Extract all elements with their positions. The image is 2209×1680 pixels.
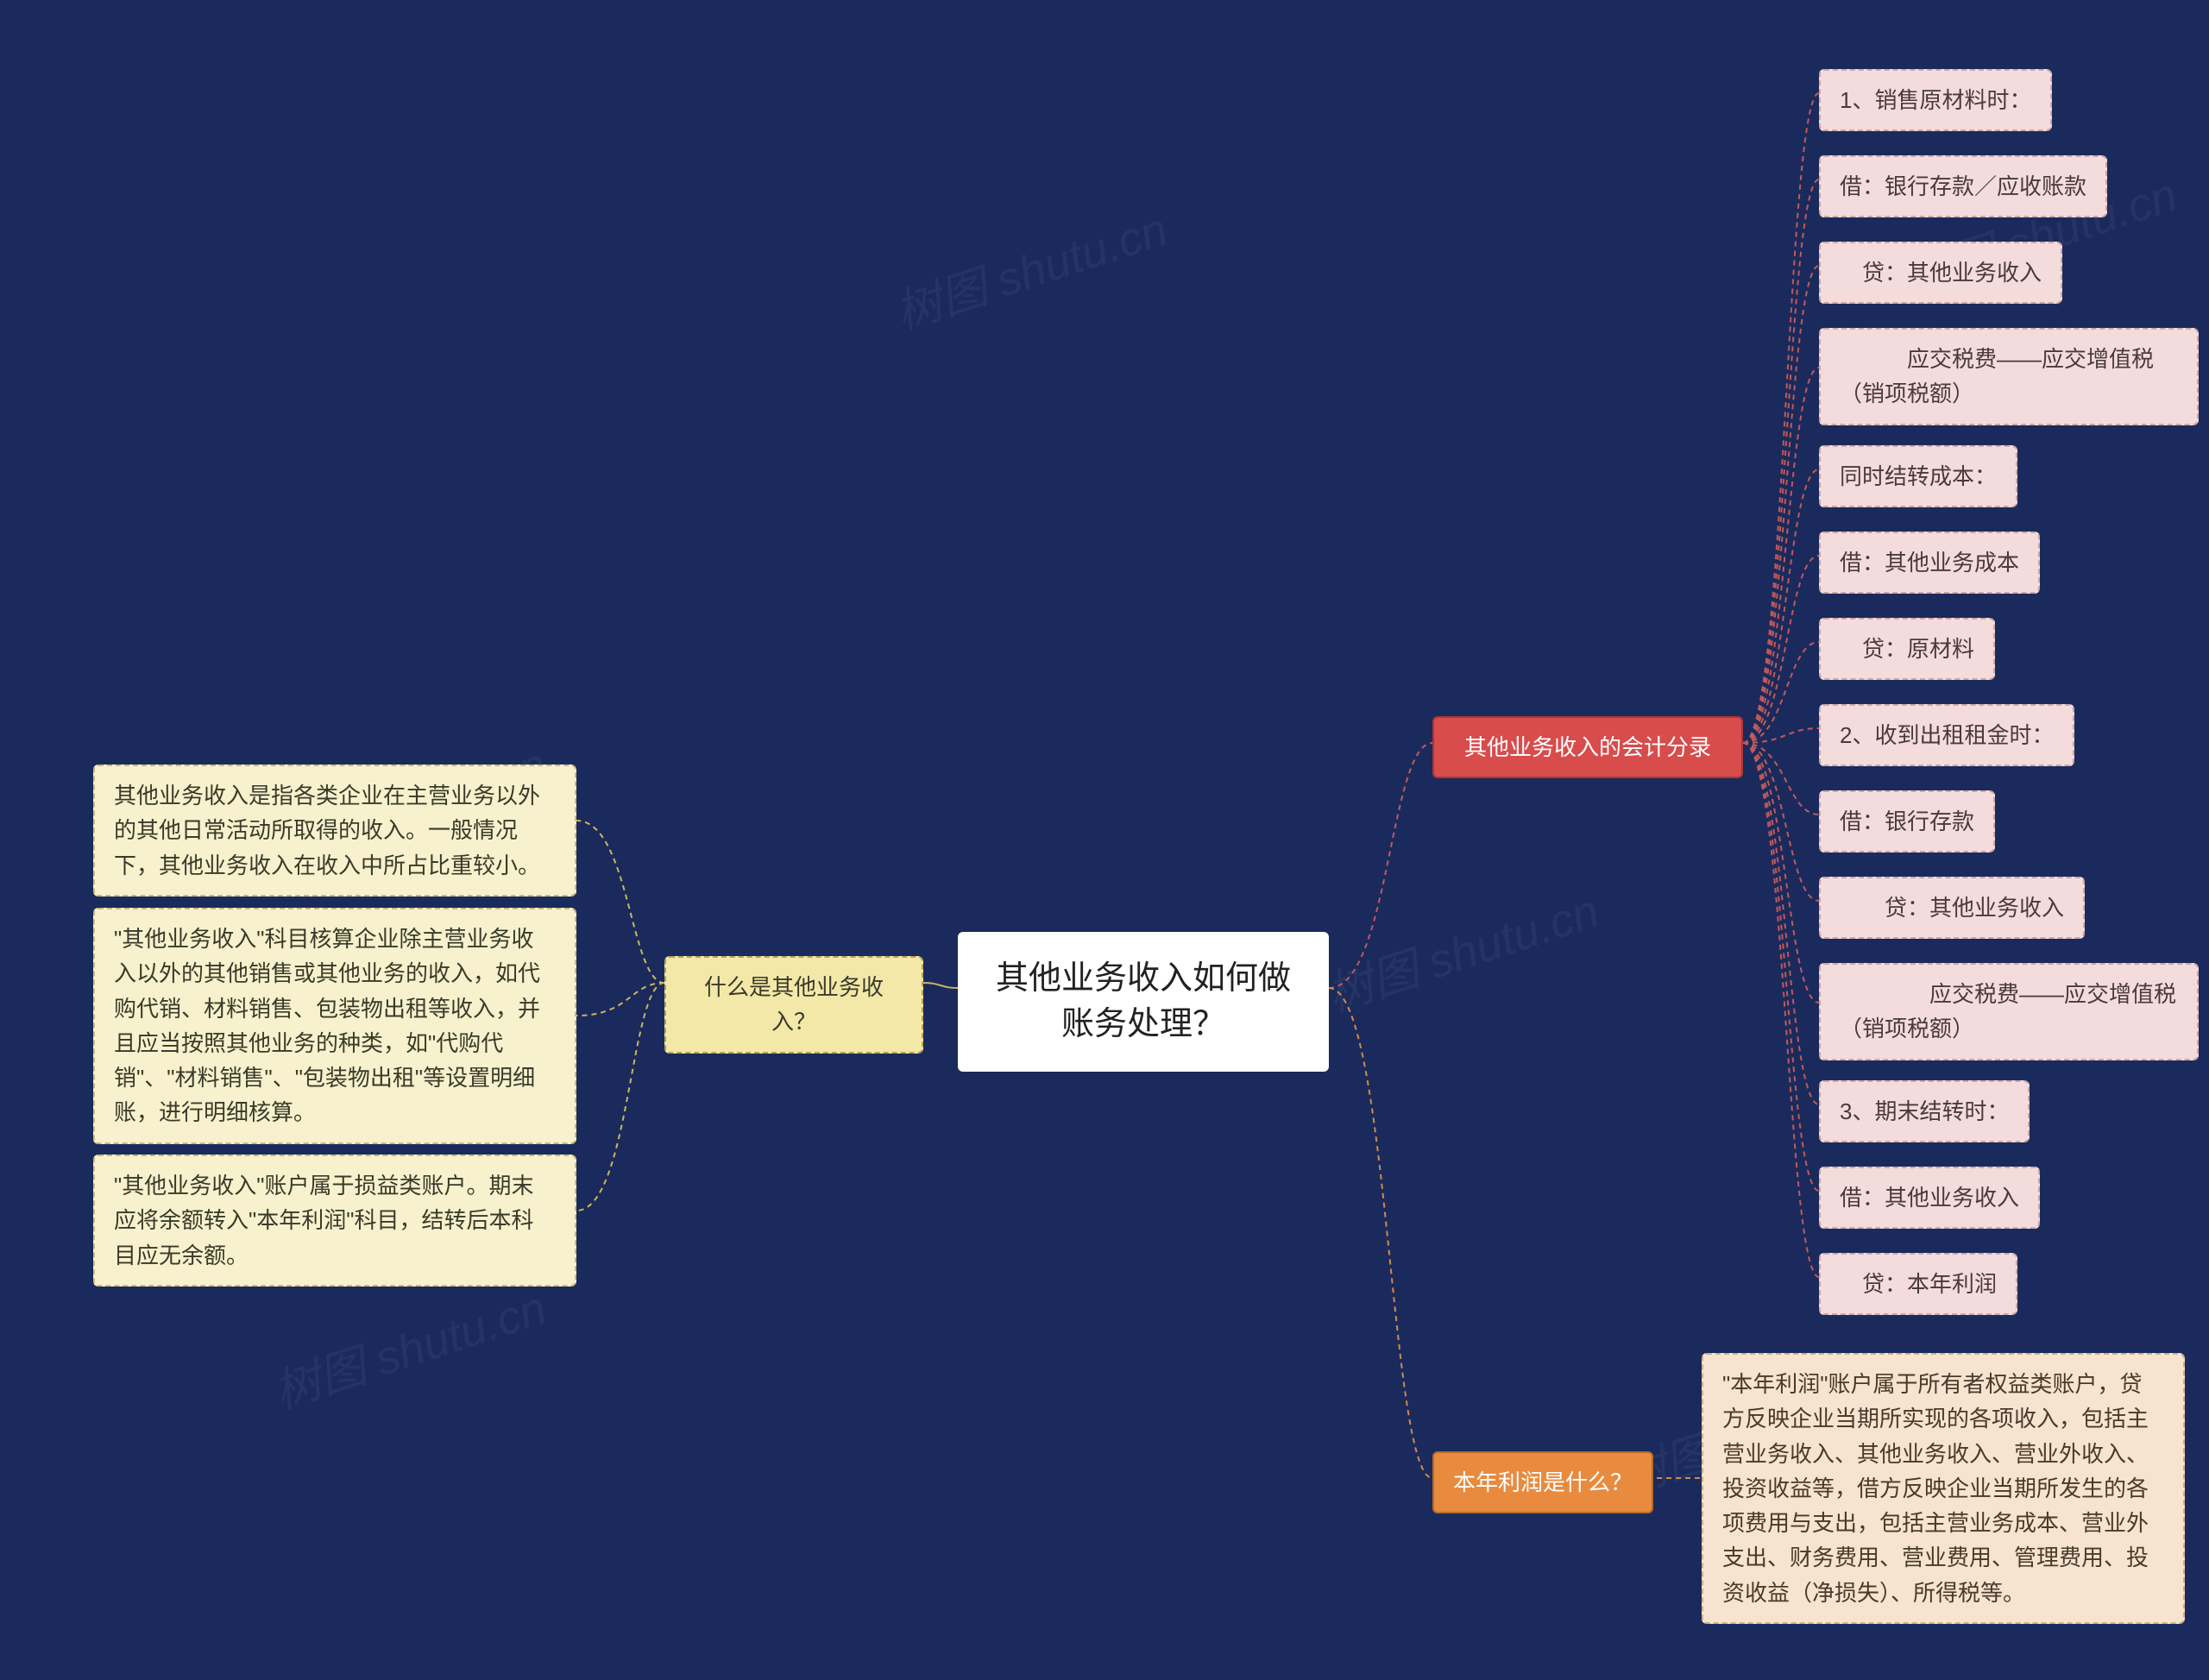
leaf-text: 贷：其他业务收入	[1840, 895, 2064, 921]
leaf-text: 2、收到出租租金时：	[1840, 722, 2054, 748]
branch-profit[interactable]: 本年利润是什么？	[1432, 1451, 1653, 1513]
watermark: 树图 shutu.cn	[264, 1269, 554, 1421]
leaf-entry-5[interactable]: 借：其他业务成本	[1819, 532, 2040, 594]
leaf-text: 其他业务收入是指各类企业在主营业务以外的其他日常活动所取得的收入。一般情况下，其…	[114, 783, 540, 878]
leaf-text: 借：银行存款／应收账款	[1840, 173, 2086, 199]
leaf-entry-12[interactable]: 借：其他业务收入	[1819, 1167, 2040, 1229]
root-label: 其他业务收入如何做账务处理？	[996, 960, 1291, 1042]
leaf-text: 贷：其他业务收入	[1840, 260, 2042, 286]
leaf-what-is-0[interactable]: 其他业务收入是指各类企业在主营业务以外的其他日常活动所取得的收入。一般情况下，其…	[93, 764, 576, 897]
branch-entries[interactable]: 其他业务收入的会计分录	[1432, 716, 1743, 778]
leaf-entry-0[interactable]: 1、销售原材料时：	[1819, 69, 2052, 131]
watermark: 树图 shutu.cn	[885, 191, 1175, 343]
leaf-what-is-2[interactable]: "其他业务收入"账户属于损益类账户。期末应将余额转入"本年利润"科目，结转后本科…	[93, 1155, 576, 1287]
leaf-text: 借：银行存款	[1840, 809, 1974, 834]
leaf-entry-10[interactable]: 应交税费——应交增值税（销项税额）	[1819, 963, 2199, 1060]
leaf-entry-6[interactable]: 贷：原材料	[1819, 618, 1995, 680]
leaf-entry-9[interactable]: 贷：其他业务收入	[1819, 877, 2085, 939]
leaf-entry-13[interactable]: 贷：本年利润	[1819, 1253, 2017, 1315]
branch-what-is[interactable]: 什么是其他业务收入？	[664, 956, 923, 1054]
leaf-text: 贷：本年利润	[1840, 1271, 1997, 1297]
leaf-text: "本年利润"账户属于所有者权益类账户，贷方反映企业当期所实现的各项收入，包括主营…	[1722, 1371, 2149, 1606]
leaf-text: "其他业务收入"账户属于损益类账户。期末应将余额转入"本年利润"科目，结转后本科…	[114, 1173, 533, 1268]
leaf-entry-7[interactable]: 2、收到出租租金时：	[1819, 704, 2074, 766]
leaf-entry-3[interactable]: 应交税费——应交增值税（销项税额）	[1819, 328, 2199, 425]
leaf-entry-11[interactable]: 3、期末结转时：	[1819, 1080, 2030, 1142]
leaf-what-is-1[interactable]: "其他业务收入"科目核算企业除主营业务收入以外的其他销售或其他业务的收入，如代购…	[93, 908, 576, 1144]
watermark: 树图 shutu.cn	[1317, 872, 1607, 1024]
leaf-text: "其他业务收入"科目核算企业除主营业务收入以外的其他销售或其他业务的收入，如代购…	[114, 926, 540, 1125]
leaf-entry-8[interactable]: 借：银行存款	[1819, 790, 1995, 853]
leaf-text: 3、期末结转时：	[1840, 1098, 2009, 1124]
leaf-text: 同时结转成本：	[1840, 463, 1997, 489]
leaf-text: 应交税费——应交增值税（销项税额）	[1840, 346, 2154, 406]
leaf-text: 1、销售原材料时：	[1840, 87, 2031, 113]
leaf-text: 贷：原材料	[1840, 636, 1974, 662]
branch-label: 什么是其他业务收入？	[704, 974, 884, 1035]
leaf-profit-0[interactable]: "本年利润"账户属于所有者权益类账户，贷方反映企业当期所实现的各项收入，包括主营…	[1702, 1353, 2185, 1624]
leaf-text: 借：其他业务成本	[1840, 550, 2019, 576]
leaf-entry-4[interactable]: 同时结转成本：	[1819, 445, 2017, 507]
branch-label: 其他业务收入的会计分录	[1464, 734, 1711, 760]
leaf-text: 借：其他业务收入	[1840, 1185, 2019, 1211]
leaf-entry-1[interactable]: 借：银行存款／应收账款	[1819, 155, 2107, 217]
branch-label: 本年利润是什么？	[1453, 1469, 1633, 1495]
leaf-entry-2[interactable]: 贷：其他业务收入	[1819, 242, 2062, 304]
mindmap-root[interactable]: 其他业务收入如何做账务处理？	[958, 932, 1329, 1072]
leaf-text: 应交税费——应交增值税（销项税额）	[1840, 981, 2176, 1041]
